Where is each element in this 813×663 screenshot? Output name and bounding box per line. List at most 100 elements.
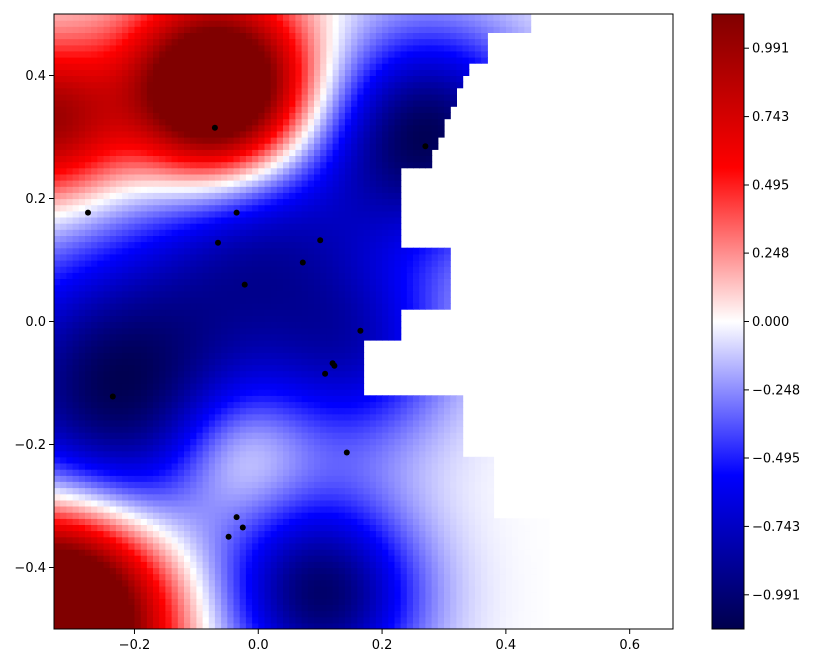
heatmap-cell (177, 241, 185, 249)
heatmap-cell (258, 210, 266, 218)
heatmap-cell (91, 622, 98, 629)
heatmap-cell (184, 444, 191, 452)
heatmap-cell (128, 512, 136, 519)
heatmap-cell (252, 370, 259, 378)
heatmap-cell (301, 536, 309, 544)
heatmap-cell (171, 518, 179, 525)
heatmap-cell (406, 290, 414, 298)
heatmap-cell (233, 241, 241, 249)
heatmap-cell (320, 475, 327, 482)
heatmap-cell (468, 598, 476, 605)
heatmap-cell (431, 247, 439, 255)
heatmap-cell (153, 438, 160, 446)
heatmap-cell (60, 499, 67, 507)
heatmap-cell (245, 198, 253, 206)
heatmap-cell (78, 444, 86, 452)
heatmap-cell (283, 383, 290, 390)
heatmap-cell (159, 610, 166, 618)
heatmap-cell (171, 167, 179, 175)
heatmap-cell (394, 579, 402, 587)
heatmap-cell (518, 530, 526, 538)
heatmap-cell (283, 481, 290, 489)
heatmap-cell (72, 426, 80, 433)
heatmap-cell (419, 290, 426, 298)
heatmap-cell (153, 579, 160, 587)
heatmap-cell (134, 407, 142, 415)
heatmap-cell (332, 499, 340, 507)
heatmap-cell (301, 315, 309, 322)
heatmap-cell (221, 253, 228, 261)
heatmap-cell (190, 370, 197, 378)
heatmap-cell (369, 462, 377, 470)
heatmap-cell (159, 303, 166, 310)
heatmap-cell (128, 506, 136, 513)
heatmap-cell (301, 229, 309, 236)
heatmap-cell (115, 290, 123, 298)
heatmap-cell (283, 499, 290, 507)
heatmap-cell (326, 585, 334, 593)
heatmap-cell (208, 493, 216, 501)
heatmap-cell (153, 167, 160, 175)
heatmap-cell (258, 290, 266, 298)
heatmap-cell (196, 309, 204, 316)
heatmap-cell (314, 536, 321, 544)
heatmap-cell (66, 321, 74, 329)
heatmap-cell (363, 518, 371, 525)
heatmap-cell (227, 487, 235, 495)
heatmap-cell (456, 592, 464, 599)
heatmap-cell (134, 622, 142, 629)
heatmap-cell (190, 438, 197, 446)
heatmap-cell (171, 444, 179, 452)
heatmap-cell (122, 438, 129, 446)
heatmap-cell (369, 321, 377, 329)
heatmap-cell (190, 487, 197, 495)
heatmap-cell (363, 413, 371, 421)
heatmap-cell (153, 389, 160, 396)
heatmap-cell (239, 561, 247, 569)
heatmap-cell (524, 610, 532, 618)
heatmap-cell (165, 622, 173, 629)
heatmap-cell (85, 598, 92, 605)
heatmap-cell (54, 493, 61, 501)
heatmap-cell (375, 186, 383, 193)
heatmap-cell (289, 296, 296, 304)
heatmap-cell (146, 616, 154, 624)
heatmap-cell (72, 383, 80, 390)
heatmap-cell (115, 204, 123, 212)
heatmap-cell (375, 426, 383, 433)
heatmap-cell (227, 333, 235, 341)
heatmap-cell (128, 389, 136, 396)
heatmap-cell (301, 567, 309, 575)
heatmap-cell (301, 180, 309, 187)
heatmap-cell (171, 272, 179, 279)
heatmap-cell (60, 616, 67, 624)
heatmap-cell (289, 260, 296, 267)
heatmap-cell (388, 432, 396, 439)
heatmap-cell (314, 315, 321, 322)
heatmap-cell (54, 407, 61, 415)
heatmap-cell (474, 592, 482, 599)
heatmap-cell (54, 364, 61, 372)
heatmap-cell (196, 419, 204, 427)
heatmap-cell (400, 432, 408, 439)
heatmap-cell (474, 536, 482, 544)
heatmap-cell (91, 186, 98, 193)
heatmap-cell (450, 438, 457, 446)
heatmap-cell (109, 376, 117, 384)
heatmap-cell (270, 352, 278, 359)
heatmap-cell (122, 296, 129, 304)
heatmap-cell (60, 358, 67, 366)
heatmap-cell (214, 155, 222, 163)
heatmap-cell (72, 579, 80, 587)
heatmap-cell (338, 210, 346, 218)
heatmap-cell (78, 315, 86, 322)
heatmap-cell (351, 542, 358, 550)
heatmap-cell (66, 155, 74, 163)
heatmap-cell (177, 432, 185, 439)
heatmap-cell (344, 401, 352, 409)
heatmap-cell (85, 383, 92, 390)
heatmap-cell (375, 542, 383, 550)
heatmap-cell (239, 426, 247, 433)
heatmap-cell (375, 573, 383, 581)
heatmap-cell (351, 469, 358, 476)
